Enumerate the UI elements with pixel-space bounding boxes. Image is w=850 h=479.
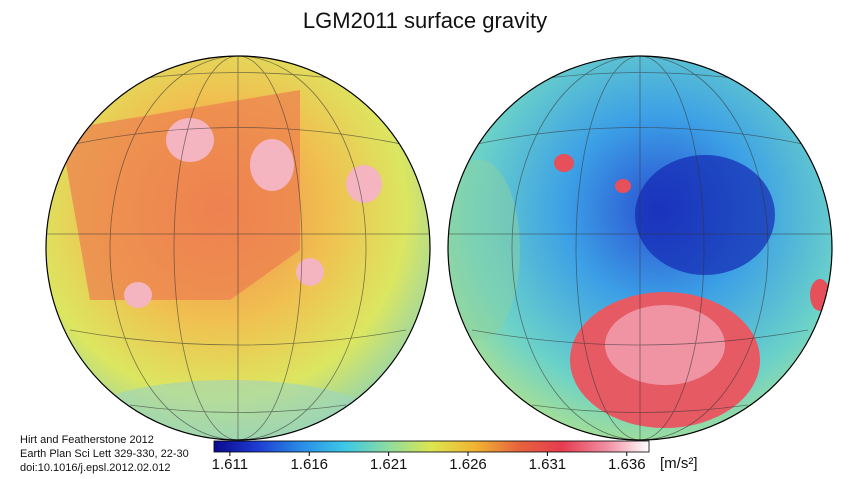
- citation: Hirt and Featherstone 2012: [20, 434, 154, 446]
- citation: Earth Plan Sci Lett 329-330, 22-30: [20, 448, 189, 460]
- colorbar-tick-label: 1.631: [529, 456, 567, 473]
- right-outline: [447, 55, 833, 441]
- colorbar-unit: [m/s²]: [660, 455, 698, 472]
- colorbar-tick-label: 1.626: [449, 456, 487, 473]
- colorbar-tick-label: 1.636: [608, 456, 646, 473]
- citation: doi:10.1016/j.epsl.2012.02.012: [20, 462, 170, 474]
- colorbar-tick-label: 1.616: [290, 456, 328, 473]
- colorbar: [213, 440, 650, 453]
- left-outline: [45, 55, 431, 441]
- right-hemisphere: [448, 56, 832, 440]
- colorbar-tick-label: 1.611: [212, 456, 248, 473]
- left-hemisphere: [46, 56, 430, 440]
- title: LGM2011 surface gravity: [303, 8, 547, 33]
- colorbar-tick-label: 1.621: [370, 456, 408, 473]
